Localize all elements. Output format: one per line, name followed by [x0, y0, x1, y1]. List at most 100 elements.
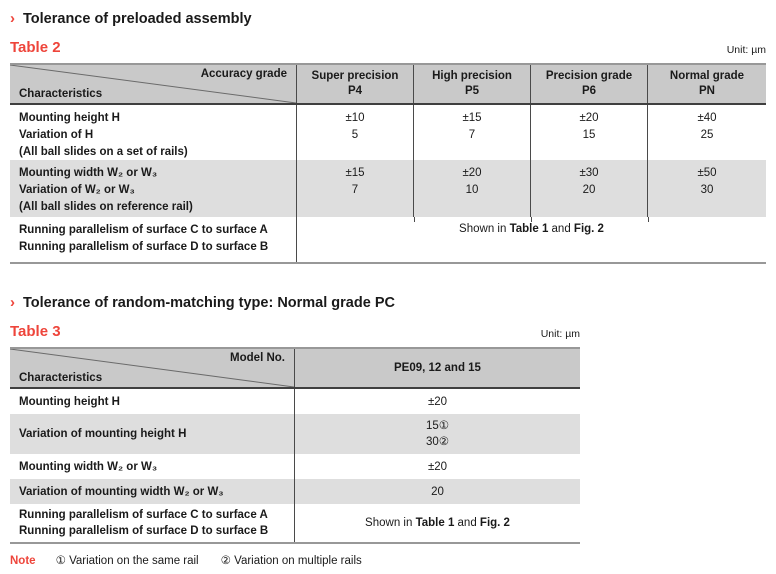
value-line: 20	[431, 485, 444, 498]
value-line: ±20	[427, 395, 448, 408]
value-line: 7	[351, 184, 359, 196]
value-line: 30	[700, 184, 714, 196]
value-cell-pn: ±40 25	[647, 105, 766, 161]
section1-title: Tolerance of preloaded assembly	[23, 11, 252, 27]
merged-reference-cell: Shown in Table 1 and Fig. 2	[296, 217, 766, 262]
note-item-2: ② Variation on multiple rails	[220, 555, 362, 567]
column-divider-stub	[531, 217, 532, 222]
col-header-name: High precision	[432, 70, 512, 83]
value-line: ±20	[462, 167, 482, 179]
value-cell-p6: ±30 20	[530, 160, 647, 217]
value-cell-p4: ±15 7	[296, 160, 413, 217]
table3-label-row: Table 3 Unit: µm	[10, 323, 580, 340]
row-label-line: Running parallelism of surface D to surf…	[19, 525, 269, 537]
value-cell-p5: ±20 10	[413, 160, 530, 217]
col-header-name: Normal grade	[669, 70, 745, 83]
col-header-grade: P6	[581, 85, 597, 97]
value-line: 5	[351, 129, 359, 141]
row-label-line: Variation of W₂ or W₃	[19, 184, 135, 196]
col-header-grade: PN	[699, 85, 715, 97]
row-label-line: Running parallelism of surface C to surf…	[19, 224, 268, 236]
value-cell: ±20	[294, 454, 580, 479]
diagonal-divider-line	[10, 65, 296, 103]
chevron-right-icon: ›	[10, 10, 15, 27]
value-cell-p6: ±20 15	[530, 105, 647, 161]
table3-label: Table 3	[10, 323, 61, 340]
col-header-grade: P4	[347, 85, 363, 97]
table2-corner-top-label: Accuracy grade	[200, 68, 287, 80]
value-cell-pn: ±50 30	[647, 160, 766, 217]
table3-unit: Unit: µm	[540, 328, 580, 340]
table2-row-mounting-width: Mounting width W₂ or W₃ Variation of W₂ …	[10, 160, 766, 217]
value-cell-p5: ±15 7	[413, 105, 530, 161]
value-line: ±15	[345, 167, 365, 179]
reference-text: Shown in	[365, 517, 416, 529]
row-label-line: Mounting width W₂ or W₃	[19, 460, 158, 473]
row-label-line: Mounting height H	[19, 395, 120, 408]
chevron-right-icon: ›	[10, 294, 15, 311]
section2-title: Tolerance of random-matching type: Norma…	[23, 295, 395, 311]
row-label-line: Running parallelism of surface D to surf…	[19, 241, 269, 253]
reference-table1: Table 1	[509, 223, 549, 235]
row-label-line: Variation of mounting width W₂ or W₃	[19, 485, 224, 498]
value-line: ±20	[427, 460, 448, 473]
row-label-line: Mounting height H	[19, 112, 120, 124]
value-line: 10	[465, 184, 479, 196]
section2-heading: › Tolerance of random-matching type: Nor…	[10, 294, 766, 311]
table3-corner-cell: Model No. Characteristics	[10, 349, 294, 387]
row-label-line: Mounting width W₂ or W₃	[19, 167, 158, 179]
row-label-line: Variation of mounting height H	[19, 428, 187, 440]
table3-row-mounting-width: Mounting width W₂ or W₃ ±20	[10, 454, 580, 479]
table2-col-header-p5: High precision P5	[413, 65, 530, 103]
value-line: ±10	[345, 112, 365, 124]
table3-row-running-parallelism: Running parallelism of surface C to surf…	[10, 504, 580, 542]
row-label-cell: Variation of mounting width W₂ or W₃	[10, 479, 294, 504]
value-line: 30②	[425, 436, 450, 448]
row-label-line: (All ball slides on a set of rails)	[19, 146, 188, 158]
value-cell-p4: ±10 5	[296, 105, 413, 161]
col-header-name: Precision grade	[545, 70, 633, 83]
reference-text: and	[548, 223, 574, 235]
row-label-cell: Variation of mounting height H	[10, 414, 294, 454]
value-cell: 20	[294, 479, 580, 504]
table3-corner-top-label: Model No.	[230, 352, 285, 364]
table3-row-variation-width: Variation of mounting width W₂ or W₃ 20	[10, 479, 580, 504]
row-label-line: Variation of H	[19, 129, 94, 141]
value-line: 7	[468, 129, 476, 141]
table2-col-header-pn: Normal grade PN	[647, 65, 766, 103]
row-label-cell: Running parallelism of surface C to surf…	[10, 504, 294, 542]
note-row: Note ① Variation on the same rail ② Vari…	[10, 553, 766, 567]
table2-label-row: Table 2 Unit: µm	[10, 39, 766, 56]
value-cell: 15① 30②	[294, 414, 580, 454]
table2: Accuracy grade Characteristics Super pre…	[10, 63, 766, 264]
row-label-cell: Mounting width W₂ or W₃	[10, 454, 294, 479]
table2-col-header-p4: Super precision P4	[296, 65, 413, 103]
reference-text: Shown in	[459, 223, 510, 235]
value-line: ±20	[579, 112, 599, 124]
table2-header-row: Accuracy grade Characteristics Super pre…	[10, 65, 766, 105]
table3-corner-bottom-label: Characteristics	[19, 372, 103, 384]
value-line: ±50	[697, 167, 717, 179]
col-header-name: Super precision	[311, 70, 399, 83]
reference-fig2: Fig. 2	[479, 517, 510, 529]
row-label-line: Running parallelism of surface C to surf…	[19, 509, 268, 521]
table3-header-row: Model No. Characteristics PE09, 12 and 1…	[10, 349, 580, 389]
table2-corner-cell: Accuracy grade Characteristics	[10, 65, 296, 103]
section1-heading: › Tolerance of preloaded assembly	[10, 10, 766, 27]
reference-text: and	[454, 517, 480, 529]
row-label-cell: Mounting height H Variation of H (All ba…	[10, 105, 296, 161]
row-label-line: (All ball slides on reference rail)	[19, 201, 193, 213]
value-line: 15	[582, 129, 596, 141]
column-divider-stub	[648, 217, 649, 222]
note-label: Note	[10, 555, 36, 567]
value-line: ±30	[579, 167, 599, 179]
row-label-cell: Mounting height H	[10, 389, 294, 414]
table2-unit: Unit: µm	[726, 44, 766, 56]
value-line: 25	[700, 129, 714, 141]
table2-col-header-p6: Precision grade P6	[530, 65, 647, 103]
value-line: ±40	[697, 112, 717, 124]
col-header-name: PE09, 12 and 15	[394, 361, 481, 374]
diagonal-divider-line	[10, 349, 294, 387]
table3-col-header-model: PE09, 12 and 15	[294, 349, 580, 387]
row-label-cell: Mounting width W₂ or W₃ Variation of W₂ …	[10, 160, 296, 217]
